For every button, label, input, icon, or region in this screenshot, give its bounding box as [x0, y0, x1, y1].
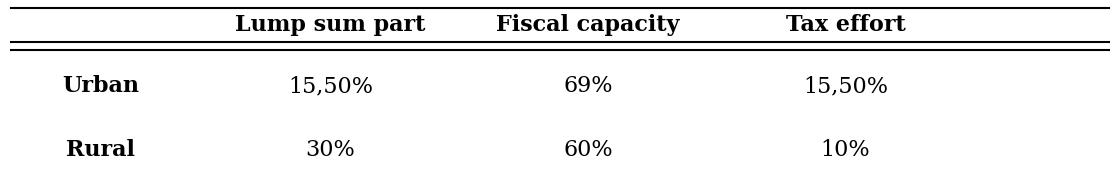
Text: Urban: Urban: [63, 75, 139, 97]
Text: 15,50%: 15,50%: [803, 75, 888, 97]
Text: 10%: 10%: [821, 139, 870, 161]
Text: Lump sum part: Lump sum part: [235, 14, 426, 36]
Text: 15,50%: 15,50%: [288, 75, 373, 97]
Text: 30%: 30%: [306, 139, 355, 161]
Text: 69%: 69%: [563, 75, 613, 97]
Text: 60%: 60%: [563, 139, 613, 161]
Text: Tax effort: Tax effort: [786, 14, 905, 36]
Text: Rural: Rural: [66, 139, 136, 161]
Text: Fiscal capacity: Fiscal capacity: [496, 14, 680, 36]
